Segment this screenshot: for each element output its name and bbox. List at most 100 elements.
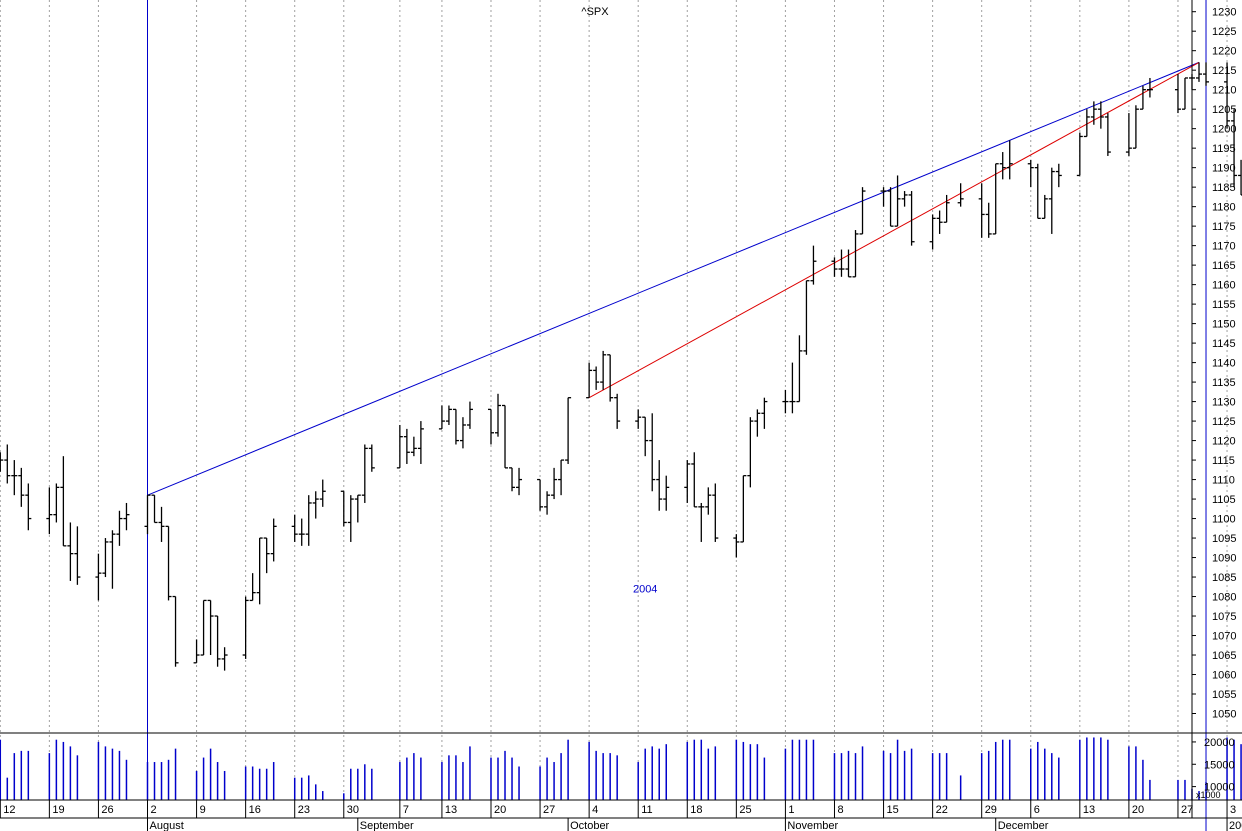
- ohlc-bar: [305, 495, 312, 546]
- ohlc-bar: [1097, 101, 1104, 129]
- y-tick-label: 1075: [1212, 611, 1236, 623]
- volume-unit-label: x1000: [1196, 790, 1221, 800]
- y-tick-label: 1105: [1212, 494, 1236, 506]
- ohlc-bar: [1076, 132, 1083, 177]
- ohlc-bar: [887, 187, 894, 227]
- day-tick-label: 6: [1034, 804, 1040, 816]
- ohlc-bar: [102, 538, 109, 578]
- ohlc-bar: [1132, 105, 1139, 149]
- y-tick-label: 1195: [1212, 143, 1236, 155]
- month-tick-label: 2005: [1229, 820, 1242, 831]
- ohlc-bar: [929, 214, 936, 250]
- ohlc-bar: [733, 534, 740, 558]
- day-tick-label: 19: [52, 804, 64, 816]
- ohlc-bar: [663, 475, 670, 511]
- ohlc-bar: [270, 518, 277, 562]
- volume-tick-label: 10000: [1204, 782, 1235, 794]
- ohlc-bar: [172, 595, 179, 667]
- ohlc-bar: [1041, 194, 1048, 219]
- ohlc-bar: [1238, 159, 1242, 196]
- day-tick-label: 11: [641, 804, 652, 816]
- ohlc-bar: [361, 444, 368, 503]
- ohlc-bar: [445, 405, 452, 425]
- y-tick-label: 1160: [1212, 280, 1236, 292]
- y-tick-label: 1150: [1212, 319, 1236, 331]
- ohlc-bar: [635, 409, 642, 429]
- ohlc-bar: [1146, 77, 1153, 98]
- lower-trendline: [588, 61, 1200, 399]
- ohlc-bar: [859, 187, 866, 235]
- ohlc-bar: [95, 553, 102, 601]
- ohlc-bar: [1090, 101, 1097, 125]
- ohlc-bar: [1034, 163, 1041, 219]
- ohlc-bar: [4, 444, 11, 484]
- ohlc-bar: [656, 460, 663, 511]
- month-tick-label: October: [570, 820, 609, 831]
- y-tick-label: 1165: [1212, 260, 1236, 272]
- ohlc-bar: [852, 230, 859, 278]
- day-tick-label: 25: [739, 804, 751, 816]
- ohlc-bar: [53, 483, 60, 523]
- day-tick-label: 9: [200, 804, 206, 816]
- day-tick-label: 29: [985, 804, 997, 816]
- ohlc-bar: [1181, 77, 1188, 110]
- ohlc-bar: [25, 483, 32, 531]
- ohlc-bar: [502, 404, 509, 469]
- y-tick-label: 1100: [1212, 514, 1236, 526]
- ohlc-bar: [368, 444, 375, 472]
- month-tick-label: December: [998, 820, 1049, 831]
- ohlc-bar: [607, 354, 614, 402]
- ohlc-bar: [165, 525, 172, 601]
- day-tick-label: 7: [403, 804, 409, 816]
- ohlc-bar: [249, 573, 256, 602]
- y-tick-label: 1090: [1212, 553, 1236, 565]
- day-tick-label: 18: [690, 804, 702, 816]
- vertical-markers: [147, 0, 1207, 831]
- upper-trendline: [147, 61, 1200, 496]
- ohlc-bar: [158, 506, 165, 542]
- ohlc-bar: [60, 456, 67, 547]
- ohlc-bar: [943, 194, 950, 223]
- ohlc-bar: [347, 495, 354, 542]
- y-tick-label: 1145: [1212, 338, 1236, 350]
- y-tick-label: 1125: [1212, 416, 1236, 428]
- ohlc-bar: [810, 245, 817, 285]
- volume-tick-label: 20000: [1204, 737, 1235, 749]
- ohlc-bar: [978, 183, 985, 238]
- day-tick-label: 12: [3, 804, 15, 816]
- y-tick-label: 1210: [1212, 85, 1236, 97]
- ohlc-bar: [459, 417, 466, 449]
- ohlc-bar: [1196, 62, 1202, 82]
- y-tick-label: 1115: [1212, 455, 1235, 467]
- y-tick-label: 1055: [1212, 689, 1236, 701]
- ohlc-bar: [207, 599, 214, 656]
- ohlc-bar: [999, 152, 1006, 180]
- y-tick-label: 1070: [1212, 631, 1236, 643]
- ohlc-bar: [880, 187, 887, 207]
- y-tick-label: 1065: [1212, 650, 1236, 662]
- ohlc-bar: [1027, 159, 1034, 188]
- ohlc-bar: [803, 280, 810, 355]
- ohlc-bar: [796, 335, 803, 403]
- day-tick-label: 23: [298, 804, 310, 816]
- ohlc-bar: [649, 413, 656, 492]
- ohlc-bar: [782, 389, 789, 414]
- month-tick-label: November: [787, 820, 838, 831]
- ohlc-bar: [396, 424, 403, 469]
- ohlc-bar: [894, 175, 901, 227]
- y-tick-label: 1140: [1212, 358, 1236, 370]
- year-annotation: 2004: [633, 584, 657, 596]
- ohlc-bar: [908, 191, 915, 246]
- day-tick-label: 13: [1083, 804, 1095, 816]
- ohlc-bar: [992, 163, 999, 235]
- y-tick-label: 1230: [1212, 7, 1236, 19]
- day-tick-label: 22: [936, 804, 948, 816]
- ohlc-bar: [901, 191, 908, 207]
- ohlc-bar: [831, 257, 838, 277]
- ohlc-bar: [1139, 85, 1146, 110]
- ohlc-bar: [214, 615, 221, 667]
- ohlc-bar: [11, 460, 18, 496]
- ohlc-bar: [558, 459, 565, 496]
- y-tick-label: 1180: [1212, 202, 1236, 214]
- y-tick-label: 1120: [1212, 436, 1236, 448]
